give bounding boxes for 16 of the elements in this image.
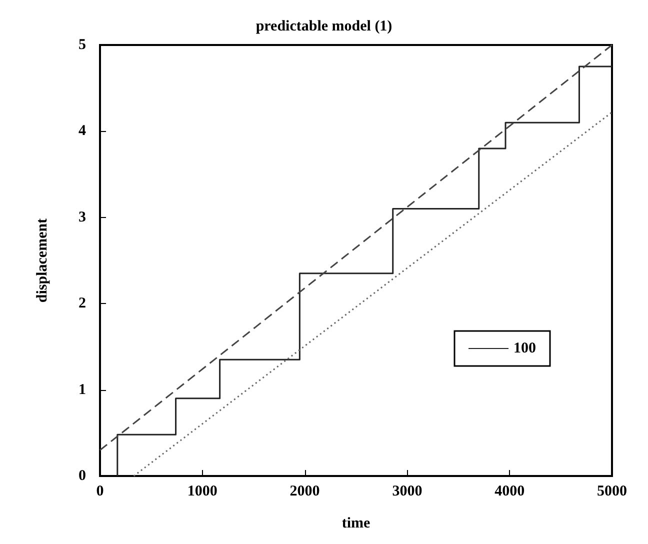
x-tick-label: 1000 (187, 484, 218, 500)
y-tick-label: 5 (78, 37, 86, 53)
x-tick-label: 4000 (494, 484, 525, 500)
y-axis-title: displacement (34, 218, 50, 303)
chart-title: predictable model (1) (256, 18, 392, 34)
y-tick-label: 0 (78, 468, 86, 484)
x-tick-label: 5000 (597, 484, 627, 500)
y-tick-label: 3 (78, 209, 86, 226)
x-axis-title: time (342, 516, 370, 532)
x-tick-label: 0 (96, 484, 104, 500)
y-tick-label: 4 (78, 123, 86, 140)
y-tick-label: 1 (78, 382, 86, 398)
x-tick-label: 2000 (290, 484, 320, 500)
x-tick-label: 3000 (392, 484, 422, 500)
y-tick-label: 2 (78, 296, 86, 312)
legend-label: 100 (514, 340, 536, 356)
